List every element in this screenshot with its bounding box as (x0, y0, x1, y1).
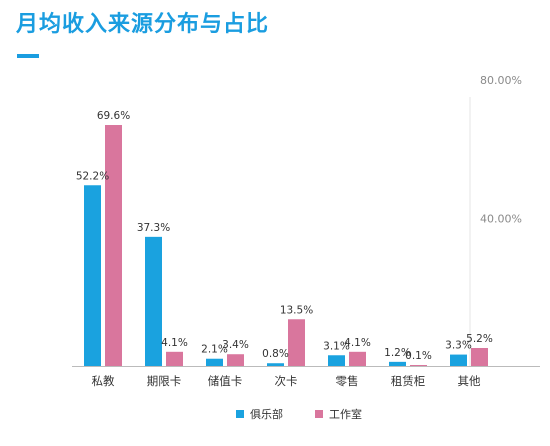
legend-swatch (315, 410, 323, 418)
bar-club (145, 236, 162, 366)
category-label: 私教 (92, 374, 115, 388)
data-label: 1.2% (384, 347, 411, 359)
data-label: 13.5% (280, 304, 313, 316)
data-label: 0.1% (405, 350, 432, 362)
bar-club (389, 361, 406, 366)
data-label: 52.2% (76, 170, 109, 182)
category-axis: 私教 期限卡 储值卡 次卡 零售 租赁柜 其他 (92, 374, 481, 388)
bar-studio (227, 354, 244, 366)
bar-studio (349, 351, 366, 366)
bar-club (206, 358, 223, 366)
data-label: 3.1% (323, 340, 350, 352)
data-label: 5.2% (466, 333, 493, 345)
labels-layer: 52.2% 69.6% 37.3% 4.1% 2.1%3.4% 0.8% 13.5% 3.1%… (76, 110, 493, 362)
bar-studio (471, 347, 488, 366)
category-label: 零售 (336, 374, 359, 388)
bar-studio (105, 125, 122, 366)
legend-swatch (236, 410, 244, 418)
y-tick-label: 80.00% (480, 74, 522, 87)
data-label: 37.3% (137, 222, 170, 234)
category-label: 次卡 (275, 374, 298, 388)
data-label: 4.1% (161, 337, 188, 349)
bars-layer (84, 125, 488, 366)
legend-label: 工作室 (329, 407, 362, 421)
y-tick-label: 40.00% (480, 213, 522, 226)
legend-label: 俱乐部 (250, 407, 283, 421)
data-label: 0.8% (262, 348, 289, 360)
bar-club (84, 185, 101, 366)
bar-studio (166, 351, 183, 366)
legend: 俱乐部 工作室 (236, 407, 362, 421)
grid-layer: 80.00% 40.00% (72, 74, 540, 367)
chart-title: 月均收入来源分布与占比 (16, 12, 270, 37)
title-accent-bar (17, 54, 39, 58)
data-label: 3.4% (222, 339, 249, 351)
data-label: 4.1% (344, 337, 371, 349)
bar-studio (410, 365, 427, 366)
bar-club (450, 354, 467, 366)
data-label: 3.3% (445, 340, 472, 352)
category-label: 其他 (458, 374, 481, 388)
bar-studio (288, 319, 305, 366)
category-label: 租赁柜 (391, 374, 426, 388)
bar-club (267, 363, 284, 366)
bar-club (328, 355, 345, 366)
data-label: 69.6% (97, 110, 130, 122)
category-label: 储值卡 (208, 374, 243, 388)
category-label: 期限卡 (147, 374, 182, 388)
data-label: 2.1% (201, 344, 228, 356)
